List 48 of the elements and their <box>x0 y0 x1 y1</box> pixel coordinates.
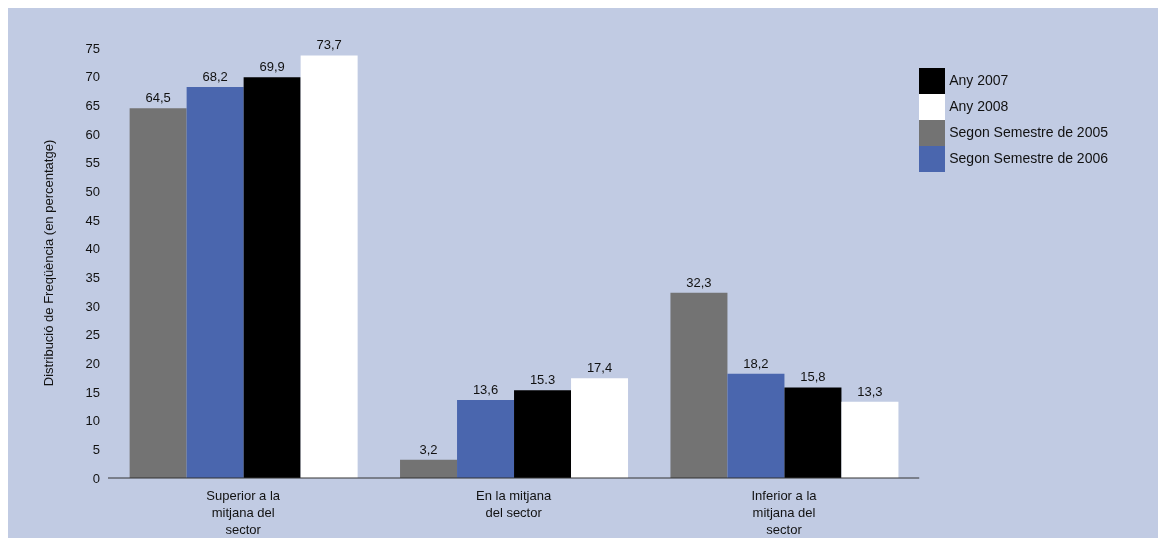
y-tick-label: 45 <box>85 212 100 228</box>
bar <box>784 387 842 478</box>
data-label: 69,9 <box>259 59 285 75</box>
data-label: 68,2 <box>202 68 228 84</box>
y-tick-label: 35 <box>85 269 100 285</box>
y-tick-label: 25 <box>85 327 100 343</box>
bar <box>186 86 244 478</box>
data-label: 64,5 <box>145 90 171 106</box>
data-label: 17,4 <box>586 360 613 376</box>
bar <box>300 55 358 478</box>
y-tick-label: 50 <box>85 183 100 199</box>
y-tick-label: 60 <box>85 126 100 142</box>
x-tick-label: Superior a la mitjana del sector <box>206 488 281 537</box>
data-label: 73,7 <box>316 37 342 53</box>
y-tick-label: 65 <box>85 97 100 113</box>
y-axis-title: Distribució de Freqüència (en percentatge) <box>40 139 56 387</box>
x-tick-label: Inferior a la mitjana del sector <box>751 488 818 537</box>
bar <box>400 459 458 478</box>
bar <box>514 390 572 478</box>
bar <box>727 373 785 478</box>
y-tick-label: 30 <box>85 298 100 314</box>
bar <box>571 378 629 478</box>
bar <box>457 400 515 478</box>
data-label: 3,2 <box>419 441 438 457</box>
y-tick-label: 0 <box>92 470 100 486</box>
bar <box>129 108 187 478</box>
legend-label: Segon Semestre de 2005 <box>949 123 1108 140</box>
data-label: 15.3 <box>529 372 556 388</box>
y-tick-label: 55 <box>85 155 100 171</box>
legend-label: Any 2008 <box>949 97 1009 114</box>
y-tick-label: 70 <box>85 69 100 85</box>
legend-label: Segon Semestre de 2006 <box>949 149 1108 166</box>
y-tick-label: 5 <box>92 441 100 457</box>
data-label: 13,3 <box>857 383 883 399</box>
x-tick-label: En la mitjana del sector <box>476 488 552 520</box>
y-tick-label: 15 <box>85 384 100 400</box>
bar <box>841 401 899 478</box>
bar <box>670 292 728 478</box>
bar <box>243 77 301 478</box>
y-tick-label: 10 <box>85 413 100 429</box>
y-tick-label: 20 <box>85 355 100 371</box>
data-label: 15,8 <box>800 369 826 385</box>
y-tick-label: 40 <box>85 241 100 257</box>
data-label: 13,6 <box>472 382 499 398</box>
y-tick-label: 75 <box>85 40 100 56</box>
legend-label: Any 2007 <box>949 71 1009 88</box>
data-label: 32,3 <box>686 274 712 290</box>
data-label: 18,2 <box>743 355 769 371</box>
